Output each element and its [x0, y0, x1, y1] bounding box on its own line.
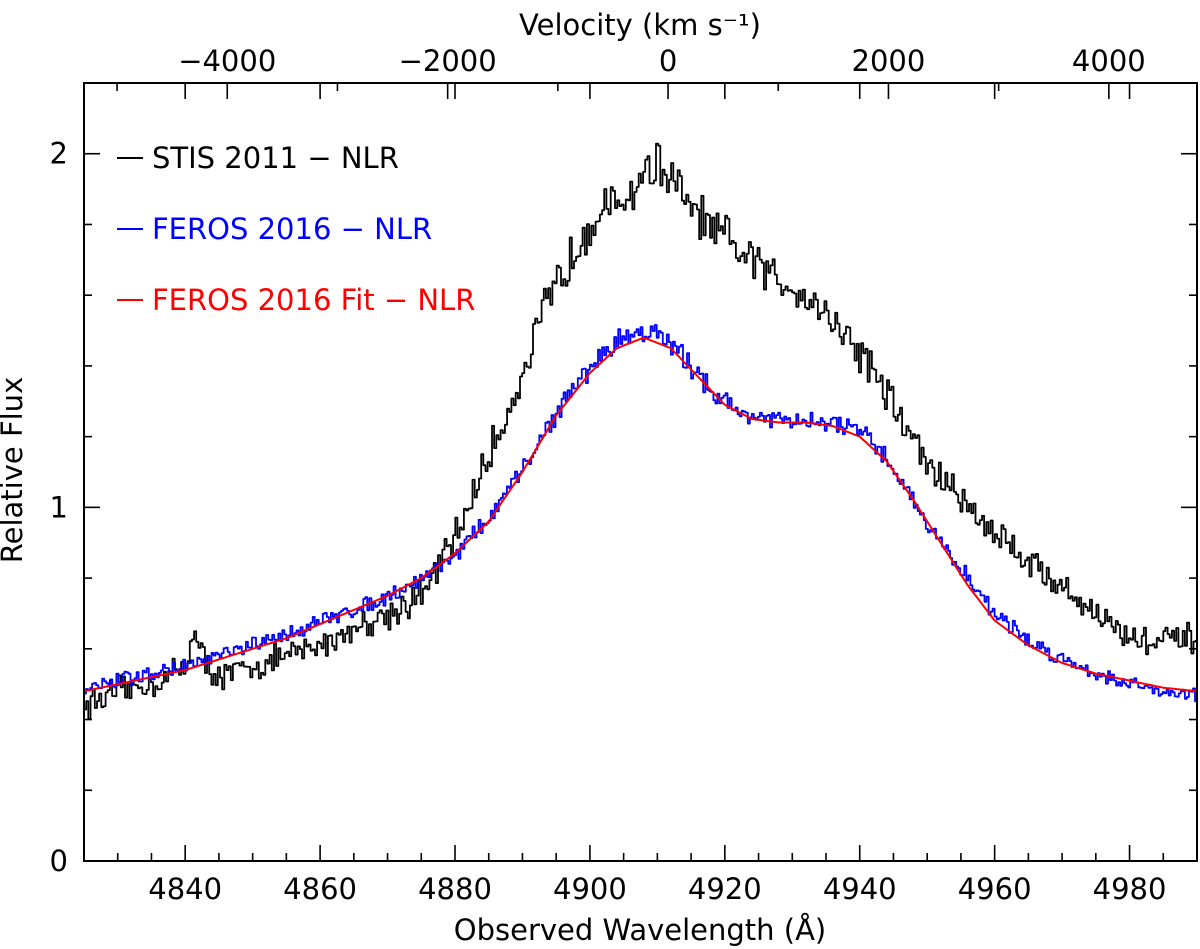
top-axis-title: Velocity (km s⁻¹) [519, 8, 761, 42]
series-line-feros-2016 [84, 324, 1198, 703]
y-tick-label: 1 [50, 490, 68, 524]
x-tick-label: 4920 [688, 872, 762, 906]
x-tick-label: 4840 [148, 872, 222, 906]
top-tick-label: −4000 [178, 44, 276, 78]
y-axis-title: Relative Flux [0, 377, 29, 563]
y-tick-label: 0 [50, 844, 68, 878]
tick-layer: 4840 4860 4880 4900 4920 4940 4960 4980 −4000 −20… [50, 44, 1198, 906]
x-tick-label: 4900 [553, 872, 627, 906]
legend: STIS 2011 − NLR FEROS 2016 − NLR FEROS 201… [117, 141, 475, 317]
x-tick-label: 4880 [418, 872, 492, 906]
legend-label: STIS 2011 − NLR [152, 141, 399, 175]
series-line-feros-2016-fit [83, 336, 1198, 693]
series-layer [83, 142, 1198, 720]
plot-frame [83, 82, 1198, 862]
y-tick-label: 2 [50, 137, 68, 171]
legend-label: FEROS 2016 Fit − NLR [152, 283, 475, 317]
top-tick-label: −2000 [399, 44, 497, 78]
x-tick-label: 4960 [958, 872, 1032, 906]
x-tick-label: 4940 [823, 872, 897, 906]
legend-label: FEROS 2016 − NLR [152, 212, 432, 246]
x-tick-label: 4860 [283, 872, 357, 906]
top-tick-label: 0 [659, 44, 677, 78]
x-axis-title: Observed Wavelength (Å) [454, 913, 826, 947]
x-tick-label: 4980 [1093, 872, 1167, 906]
series-line-stis-2011 [84, 142, 1197, 720]
top-tick-label: 4000 [1072, 44, 1146, 78]
top-tick-label: 2000 [852, 44, 926, 78]
